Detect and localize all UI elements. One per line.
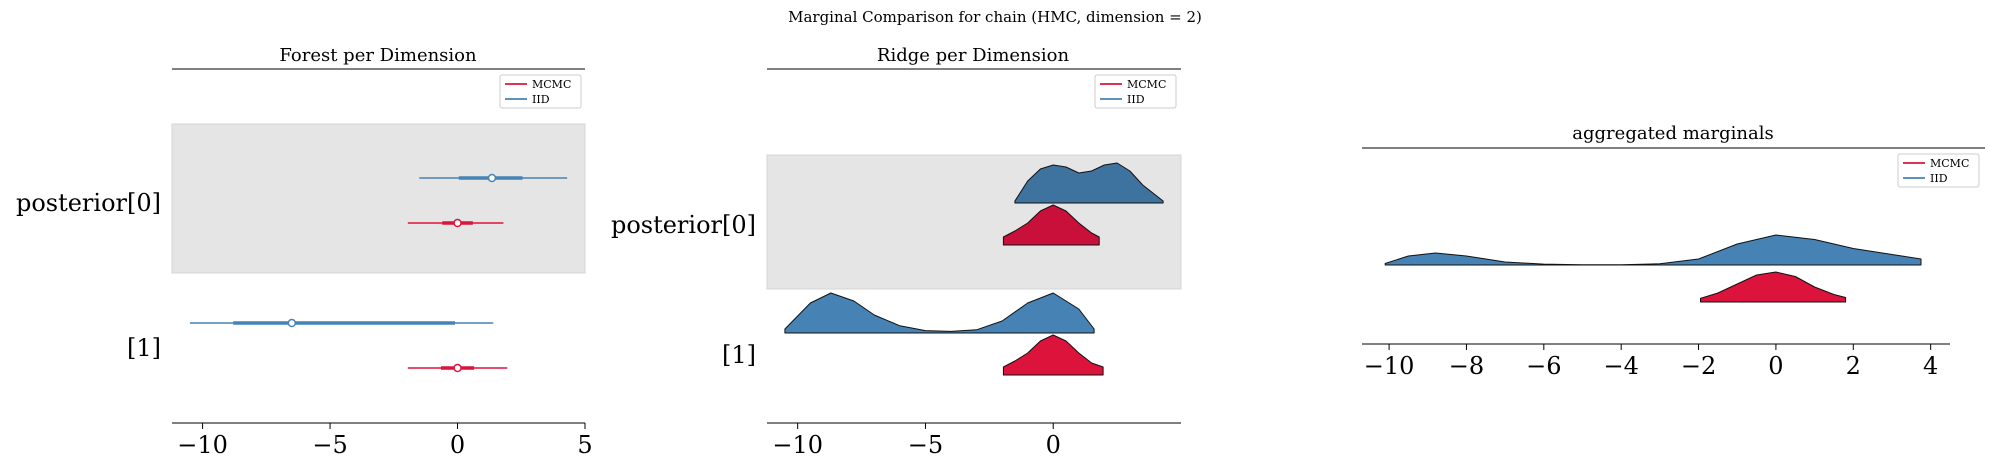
- x-tick-label: −10: [177, 431, 228, 459]
- ridge-ylabel-dim1: [1]: [722, 341, 756, 369]
- x-tick-label: −10: [1364, 352, 1415, 380]
- figure-suptitle: Marginal Comparison for chain (HMC, dime…: [788, 8, 1202, 26]
- forest-legend: MCMC IID: [499, 74, 582, 109]
- ridge-ylabel-posterior0: posterior[0]: [611, 211, 756, 239]
- aggregated-panel-title: aggregated marginals: [1572, 123, 1773, 144]
- x-tick-label: −2: [1681, 352, 1716, 380]
- mcmc-median-point: [453, 363, 462, 373]
- mcmc-density-ridge: [1700, 271, 1847, 303]
- iid-density-ridge: [1384, 234, 1922, 266]
- x-tick-label: 0: [1046, 431, 1061, 459]
- x-tick-label: 0: [1768, 352, 1783, 380]
- forest-panel-plot: −10 −5 0 5: [171, 123, 593, 459]
- mcmc-density-ridge: [1002, 334, 1104, 376]
- forest-panel-title: Forest per Dimension: [279, 45, 477, 66]
- aggregated-legend: MCMC IID: [1897, 153, 1980, 188]
- legend-iid-label: IID: [1930, 172, 1948, 185]
- x-tick-label: 2: [1846, 352, 1861, 380]
- x-tick-label: 0: [450, 431, 465, 459]
- row-band-0: [171, 123, 586, 274]
- x-tick-label: −8: [1449, 352, 1484, 380]
- aggregated-panel-plot: −10 −8 −6 −4 −2 0 2 4: [1362, 234, 1950, 380]
- iid-density-ridge: [1014, 162, 1164, 204]
- x-tick-label: −5: [312, 431, 347, 459]
- ridge-panel-title: Ridge per Dimension: [877, 45, 1070, 66]
- x-tick-label: 5: [577, 431, 592, 459]
- mcmc-median-point: [453, 218, 462, 228]
- iid-median-point: [487, 173, 497, 183]
- x-tick-label: −5: [908, 431, 943, 459]
- legend-iid-label: IID: [1127, 93, 1145, 106]
- ridge-legend: MCMC IID: [1094, 74, 1177, 109]
- x-tick-label: 4: [1923, 352, 1938, 380]
- x-tick-label: −4: [1603, 352, 1638, 380]
- forest-ylabel-dim1: [1]: [127, 334, 161, 362]
- iid-density-ridge: [784, 292, 1095, 334]
- x-tick-label: −6: [1526, 352, 1561, 380]
- iid-median-point: [287, 318, 297, 328]
- forest-ylabel-posterior0: posterior[0]: [16, 189, 161, 217]
- legend-mcmc-label: MCMC: [1127, 78, 1166, 91]
- legend-mcmc-label: MCMC: [532, 78, 571, 91]
- ridge-panel-plot: −10 −5 0: [766, 154, 1182, 459]
- x-tick-label: −10: [772, 431, 823, 459]
- mcmc-density-ridge: [1002, 204, 1100, 246]
- ridge-panel: Ridge per Dimension −10 −5 0 posterior[0] …: [611, 45, 1182, 459]
- legend-iid-label: IID: [532, 93, 550, 106]
- legend-mcmc-label: MCMC: [1930, 157, 1969, 170]
- forest-panel: Forest per Dimension −10 −5 0 5 posterior[0…: [16, 45, 593, 459]
- aggregated-panel: aggregated marginals −10 −8 −6 −4 −2 0 2 4 MCMC…: [1362, 123, 1985, 380]
